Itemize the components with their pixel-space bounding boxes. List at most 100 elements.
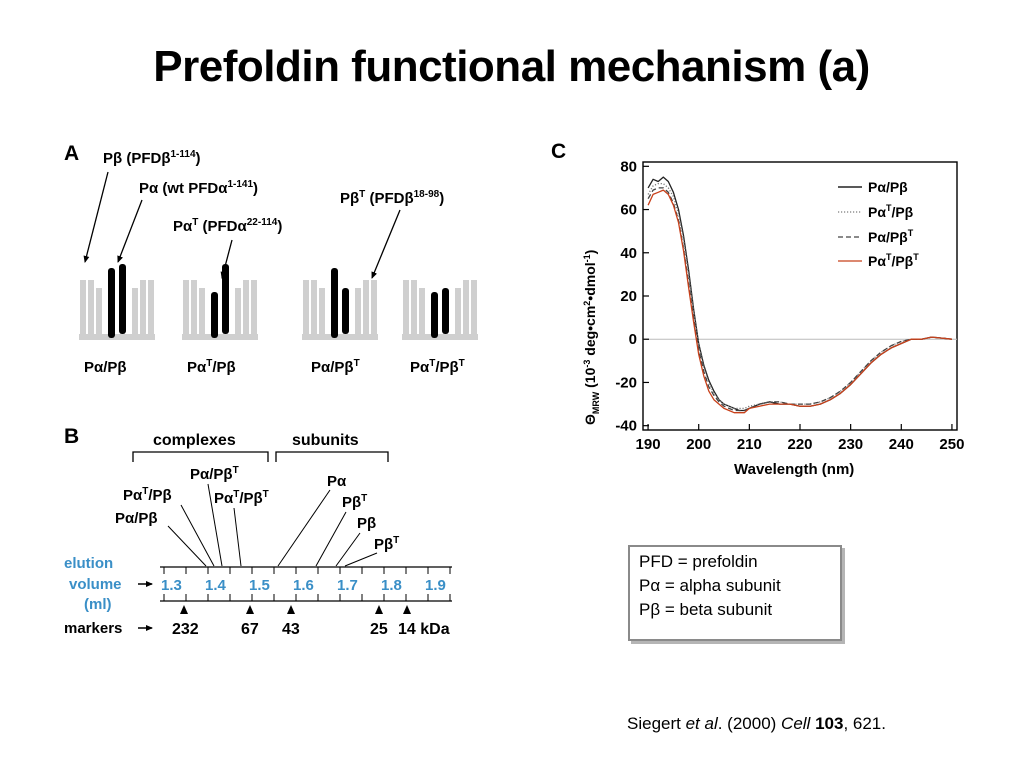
abbrev-palpha: Pα = alpha subunit — [639, 576, 781, 595]
marker-value-67: 67 — [241, 621, 259, 638]
citation-volume: 103 — [815, 714, 844, 733]
y-tick-label: 60 — [620, 202, 637, 219]
elution-value-1: 1.3 — [161, 577, 182, 594]
x-tick-label: 220 — [787, 436, 812, 453]
leader-pbT-2 — [344, 552, 378, 567]
complex-2 — [182, 264, 258, 340]
elution-value-4: 1.6 — [293, 577, 314, 594]
grey-leg — [183, 280, 189, 340]
complex-4 — [402, 280, 478, 340]
subunit-beta — [119, 264, 126, 334]
x-tick-label: 190 — [636, 436, 661, 453]
chart-legend: Pα/Pβ PαT/Pβ Pα/PβT PαT/PβT — [838, 179, 919, 269]
panel-c-label: C — [551, 140, 566, 163]
elution-ticks — [163, 567, 451, 601]
leader-pa-pb — [167, 525, 207, 567]
series-line-3 — [647, 187, 952, 412]
species-leader-lines — [167, 483, 378, 567]
chart-xlabel: Wavelength (nm) — [734, 461, 854, 478]
abbrev-pfd: PFD = prefoldin — [639, 552, 758, 571]
callout-pbeta: Pβ (PFDβ1-114) — [103, 149, 201, 167]
grey-leg — [355, 288, 361, 340]
x-tick-label: 200 — [686, 436, 711, 453]
grey-leg — [311, 280, 317, 340]
complex-diagrams — [79, 264, 478, 340]
grey-leg — [363, 280, 369, 340]
complex-label-1: Pα/Pβ — [84, 359, 127, 376]
grey-leg — [463, 280, 469, 340]
grey-leg — [148, 280, 154, 340]
abbreviations-box: PFD = prefoldin Pα = alpha subunit Pβ = … — [628, 545, 842, 641]
callout-pbetaT: PβT (PFDβ18-98) — [340, 189, 444, 207]
grey-leg — [471, 280, 477, 340]
subunit-beta — [222, 264, 229, 334]
leader-pbT-1 — [315, 511, 347, 567]
complex-labels: Pα/Pβ PαT/Pβ Pα/PβT PαT/PβT — [84, 358, 465, 376]
elution-value-5: 1.7 — [337, 577, 358, 594]
series-line-4 — [647, 189, 952, 414]
elution-label-3: (ml) — [84, 596, 112, 613]
citation-etal: et al — [685, 714, 718, 733]
species-pbT-1: PβT — [342, 493, 367, 511]
grey-leg — [371, 280, 377, 340]
bracket-complexes — [132, 451, 269, 462]
elution-label-1: elution — [64, 555, 113, 572]
species-pa-pb: Pα/Pβ — [115, 510, 158, 527]
grey-base — [302, 334, 378, 340]
marker-arrow-14 — [403, 605, 411, 614]
species-pa: Pα — [327, 473, 347, 490]
complex-label-4: PαT/PβT — [410, 358, 465, 376]
legend-label-3: Pα/PβT — [868, 228, 914, 245]
marker-value-14: 14 kDa — [398, 621, 450, 638]
leader-paT-pbT — [233, 507, 242, 567]
grey-leg — [251, 280, 257, 340]
marker-arrow-232 — [180, 605, 188, 614]
grey-base — [79, 334, 155, 340]
grey-leg — [303, 280, 309, 340]
grey-leg — [455, 288, 461, 340]
marker-arrow-43 — [287, 605, 295, 614]
grey-leg — [96, 288, 102, 340]
marker-value-43: 43 — [282, 621, 300, 638]
marker-arrows — [180, 605, 411, 614]
species-pbT-2: PβT — [374, 535, 399, 553]
grey-leg — [132, 288, 138, 340]
legend-label-4: PαT/PβT — [868, 252, 919, 269]
grey-leg — [191, 280, 197, 340]
callout-arrow-pbeta — [83, 171, 109, 263]
complex-label-3: Pα/PβT — [311, 358, 360, 376]
elution-value-7: 1.9 — [425, 577, 446, 594]
complex-1 — [79, 264, 155, 340]
bracket-subunits — [275, 451, 389, 462]
panel-b-label: B — [64, 425, 79, 448]
elution-value-3: 1.5 — [249, 577, 270, 594]
callout-palpha: Pα (wt PFDα1-141) — [139, 179, 258, 197]
marker-values: 232 67 43 25 14 kDa — [172, 621, 450, 638]
citation-authors: Siegert — [627, 714, 686, 733]
grey-leg — [88, 280, 94, 340]
grey-leg — [243, 280, 249, 340]
grey-leg — [411, 280, 417, 340]
y-tick-label: -40 — [615, 418, 637, 435]
marker-arrow-25 — [375, 605, 383, 614]
leader-pa-pbT — [207, 483, 223, 567]
y-tick-label: 20 — [620, 288, 637, 305]
subunit-beta — [342, 288, 349, 334]
x-tick-label: 250 — [939, 436, 964, 453]
citation-pages: , 621. — [843, 714, 886, 733]
elution-label-2: volume — [69, 576, 122, 593]
y-tick-label: 80 — [620, 158, 637, 175]
species-paT-pbT: PαT/PβT — [214, 489, 269, 507]
elution-values: 1.3 1.4 1.5 1.6 1.7 1.8 1.9 — [161, 577, 446, 594]
subunit-alpha — [211, 292, 218, 338]
grey-base — [402, 334, 478, 340]
x-tick-label: 230 — [838, 436, 863, 453]
grey-leg — [319, 288, 325, 340]
grey-leg — [419, 288, 425, 340]
x-tick-label: 210 — [737, 436, 762, 453]
markers-label: markers — [64, 620, 122, 637]
slide-title: Prefoldin functional mechanism (a) — [153, 42, 870, 91]
leader-pa — [277, 489, 331, 567]
marker-value-25: 25 — [370, 621, 388, 638]
